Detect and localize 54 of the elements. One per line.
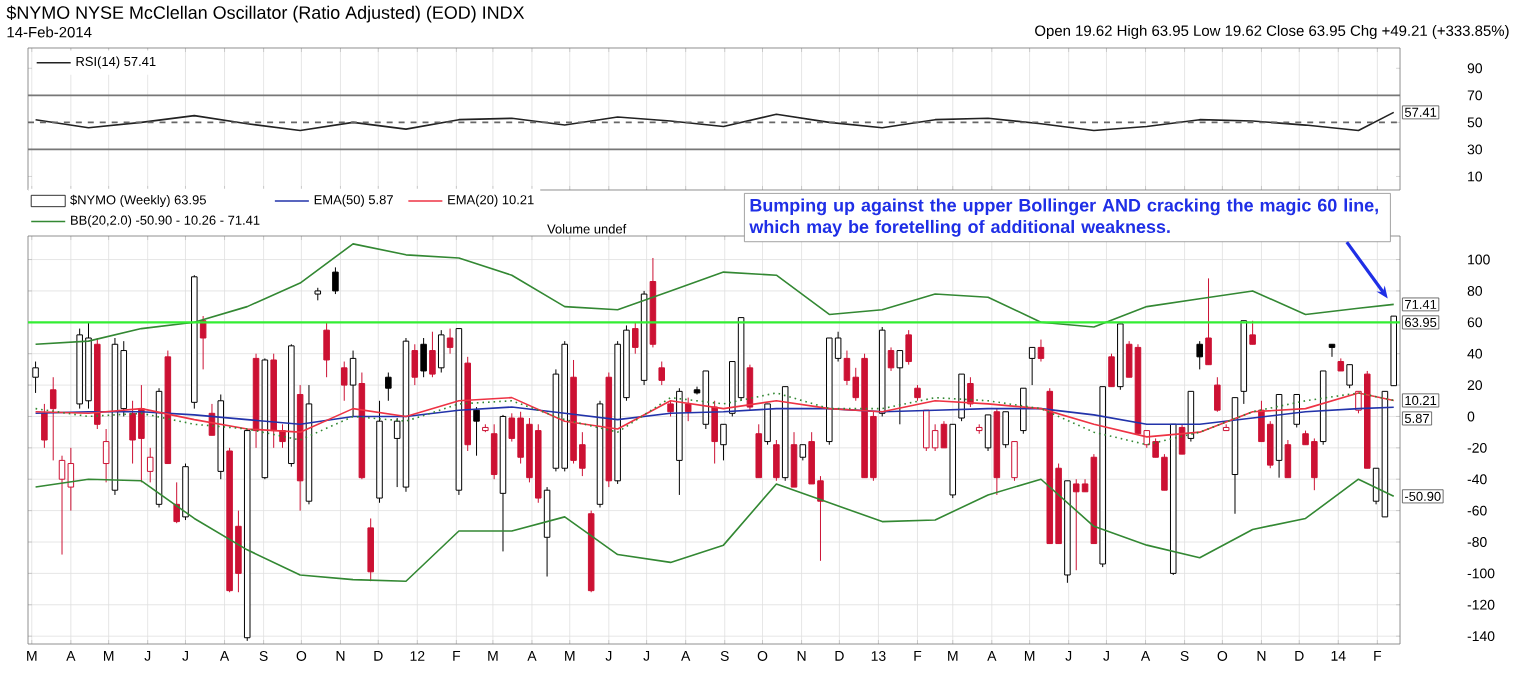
- candlestick: [437, 329, 445, 374]
- candlestick: [1187, 390, 1195, 443]
- candlestick: [1328, 343, 1336, 358]
- candlestick: [967, 376, 974, 408]
- candlestick: [420, 337, 427, 378]
- candlestick: [32, 361, 39, 394]
- candlestick: [958, 373, 965, 422]
- candlestick: [1020, 387, 1027, 435]
- candlestick: [790, 431, 798, 488]
- candlestick: [1284, 439, 1292, 479]
- candlestick: [1205, 277, 1212, 366]
- candlestick: [543, 486, 551, 578]
- candlestick: [473, 406, 480, 457]
- candlestick: [773, 439, 780, 482]
- candlestick: [1346, 364, 1353, 389]
- candlestick: [684, 397, 692, 422]
- candlestick: [1028, 346, 1036, 386]
- candlestick: [1037, 339, 1045, 363]
- line-series: [34, 243, 1395, 346]
- candlestick: [658, 361, 665, 386]
- candlestick: [446, 328, 454, 355]
- candlestick: [429, 331, 436, 378]
- candlestick: [1214, 376, 1221, 413]
- candlestick: [340, 361, 348, 402]
- candlestick: [173, 481, 180, 524]
- candlestick: [490, 423, 498, 480]
- candlestick: [349, 350, 357, 417]
- candlestick: [896, 350, 904, 425]
- candlestick: [905, 329, 912, 366]
- candlestick: [49, 376, 57, 461]
- candlestick: [385, 372, 392, 402]
- candlestick: [332, 266, 339, 295]
- candlestick: [1196, 340, 1203, 370]
- candlestick: [984, 414, 992, 452]
- candlestick: [67, 447, 75, 512]
- candlestick: [58, 455, 66, 556]
- candlestick: [367, 517, 374, 582]
- candlestick: [720, 423, 727, 461]
- line-series: [34, 111, 1395, 132]
- chart-title: $NYMO NYSE McClellan Oscillator (Ratio Adjusted) (EOD) INDX: [6, 5, 525, 23]
- candlestick: [887, 346, 895, 372]
- annotation: Bumping up against the upper Bollinger AND cracking the magic 60 line, which may be foretelling of additional weakness.: [749, 198, 1378, 237]
- candlestick: [940, 420, 948, 449]
- candlestick: [764, 403, 771, 446]
- candlestick: [323, 321, 330, 378]
- candlestick: [711, 400, 718, 465]
- line-series: [34, 478, 1395, 583]
- candlestick: [41, 403, 48, 449]
- candlestick: [1108, 353, 1115, 388]
- candlestick: [1072, 478, 1080, 571]
- candlestick: [199, 315, 207, 370]
- candlestick: [755, 423, 763, 479]
- candlestick: [632, 321, 639, 355]
- candlestick: [411, 343, 419, 386]
